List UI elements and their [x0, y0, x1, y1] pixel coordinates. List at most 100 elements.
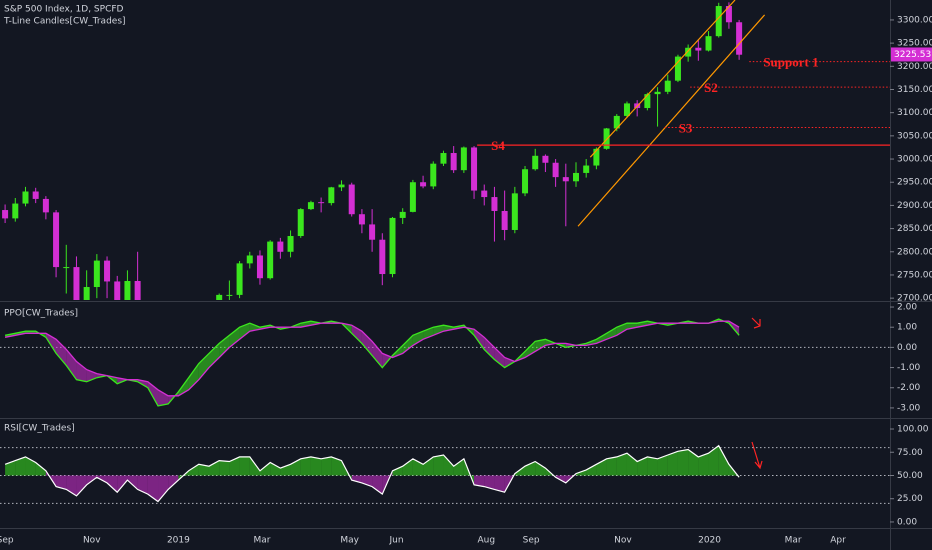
rsi-fill	[249, 456, 260, 476]
y-tick-label: 3100.00	[897, 108, 932, 118]
y-tick-label: -3.00	[897, 403, 921, 413]
rsi-fill	[586, 464, 597, 476]
y-tick-label: 50.00	[897, 471, 923, 481]
candle-body	[460, 147, 467, 171]
x-tick-label: May	[340, 536, 359, 546]
rsi-fill	[208, 460, 220, 476]
x-tick-label: Nov	[614, 536, 632, 546]
candle-body	[93, 260, 100, 288]
candle-body	[307, 202, 314, 210]
candle-body	[348, 184, 355, 215]
candle-body	[226, 294, 233, 296]
candle-body	[328, 187, 335, 204]
y-tick-label: 0.00	[897, 517, 917, 527]
y-tick-label: 3150.00	[897, 85, 932, 95]
rsi-fill	[76, 475, 87, 496]
ppo-fill	[361, 331, 373, 356]
rsi-fill	[310, 456, 322, 476]
rsi-fill	[15, 456, 26, 476]
ppo-fill	[56, 339, 67, 366]
rsi-fill	[321, 456, 332, 476]
y-tick-label: 0.00	[897, 343, 917, 353]
rsi-fill	[280, 464, 291, 476]
y-tick-label: 3000.00	[897, 155, 932, 165]
rsi-fill	[229, 456, 240, 476]
ppo-fill	[504, 357, 515, 368]
y-tick-label: 2750.00	[897, 270, 932, 280]
candle-body	[725, 6, 732, 23]
y-tick-label: 75.00	[897, 448, 923, 458]
ppo-fill	[239, 323, 250, 340]
candle-body	[573, 172, 580, 182]
x-tick-label: Mar	[785, 536, 802, 546]
candle-body	[236, 263, 243, 295]
ppo-fill	[188, 363, 199, 390]
rsi-fill	[198, 464, 209, 476]
ppo-fill	[372, 341, 383, 368]
rsi-fill	[708, 445, 719, 476]
channel-line	[589, 0, 736, 158]
candle-body	[389, 217, 396, 275]
y-tick-label: 2.00	[897, 303, 917, 313]
ppo-fill	[208, 343, 220, 368]
rsi-fill	[239, 456, 250, 476]
candle-body	[369, 224, 376, 240]
ppo-title: PPO[CW_Trades]	[4, 309, 78, 319]
rsi-fill	[107, 475, 118, 493]
rsi-fill	[372, 475, 383, 495]
rsi-fill	[56, 475, 67, 490]
ppo-fill	[158, 389, 169, 406]
candle-body	[114, 281, 121, 300]
candle-body	[83, 287, 90, 300]
candle-body	[338, 184, 345, 188]
x-tick-label: Apr	[830, 536, 846, 546]
rsi-fill	[616, 453, 627, 476]
rsi-fill	[453, 458, 464, 476]
rsi-fill	[361, 475, 373, 487]
y-tick-label: 3250.00	[897, 39, 932, 49]
support-label: S3	[679, 120, 693, 135]
ppo-fill	[433, 325, 444, 336]
rsi-fill	[259, 462, 271, 476]
rsi-fill	[535, 461, 546, 476]
candle-body	[2, 210, 9, 219]
support-label: Support 1	[763, 55, 818, 70]
candle-body	[358, 214, 365, 225]
candle-body	[440, 153, 447, 164]
candle-body	[399, 211, 406, 218]
y-tick-label: -1.00	[897, 363, 921, 373]
rsi-fill	[219, 460, 230, 476]
y-tick-label: 2700.00	[897, 294, 932, 304]
ppo-fill	[525, 341, 536, 358]
last-price-box	[891, 47, 932, 62]
x-tick-label: Jun	[389, 536, 404, 546]
candle-body	[63, 267, 70, 269]
ppo-fill	[351, 325, 362, 344]
candle-body	[623, 103, 630, 116]
chart-subtitle: T-Line Candles[CW_Trades]	[3, 17, 126, 27]
ppo-fill	[474, 329, 485, 350]
rsi-fill	[657, 455, 668, 476]
candle-body	[297, 209, 304, 237]
candle-body	[644, 94, 651, 109]
candle-body	[522, 169, 529, 194]
candle-body	[134, 280, 141, 300]
rsi-fill	[637, 456, 648, 476]
x-tick-label: Mar	[254, 536, 271, 546]
ppo-line	[4, 320, 740, 397]
candle-body	[32, 191, 39, 199]
rsi-fill	[443, 455, 454, 476]
candle-body	[583, 165, 590, 173]
rsi-fill	[300, 456, 311, 476]
ppo-fill	[402, 335, 413, 354]
y-tick-label: 3300.00	[897, 15, 932, 25]
candle-body	[420, 182, 427, 187]
rsi-fill	[667, 451, 678, 476]
candle-body	[256, 255, 263, 279]
panel	[2, 0, 766, 300]
y-tick-label: 3050.00	[897, 131, 932, 141]
y-tick-label: 2850.00	[897, 224, 932, 234]
rsi-fill	[402, 458, 413, 476]
